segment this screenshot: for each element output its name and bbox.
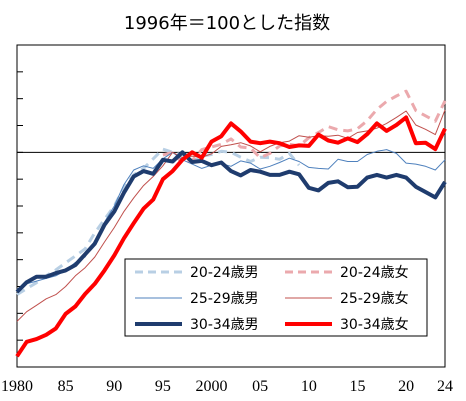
legend: 20-24歳男 20-24歳女 25-29歳男 25-29歳女 30-34歳男 … [124, 258, 428, 337]
series-line-4 [15, 150, 447, 294]
x-tick-label: 05 [252, 378, 268, 395]
x-tick-label: 85 [58, 378, 74, 395]
legend-label-30-34-male: 30-34歳男 [190, 317, 259, 333]
series-line-5 [15, 115, 447, 358]
x-tick-label: 2000 [196, 378, 228, 395]
legend-label-20-24-male: 20-24歳男 [190, 265, 259, 281]
x-tick-label: 1980 [1, 378, 33, 395]
chart-title: 1996年＝100とした指数 [124, 13, 330, 34]
legend-label-30-34-female: 30-34歳女 [340, 316, 409, 333]
series-line-1 [162, 89, 447, 165]
x-tick-label: 95 [155, 378, 171, 395]
legend-label-20-24-female: 20-24歳女 [340, 264, 409, 281]
x-tick-label: 24 [437, 378, 453, 395]
legend-label-25-29-male: 25-29歳男 [190, 291, 259, 307]
legend-label-25-29-female: 25-29歳女 [340, 290, 409, 307]
series-group [15, 89, 447, 358]
x-tick-label: 15 [349, 378, 365, 395]
x-tick-label: 20 [398, 378, 414, 395]
x-axis-tick-labels: 1980 85 90 95 2000 05 10 15 20 24 [1, 378, 453, 395]
x-tick-label: 90 [106, 378, 122, 395]
x-tick-label: 10 [301, 378, 317, 395]
series-line-0 [16, 147, 301, 296]
